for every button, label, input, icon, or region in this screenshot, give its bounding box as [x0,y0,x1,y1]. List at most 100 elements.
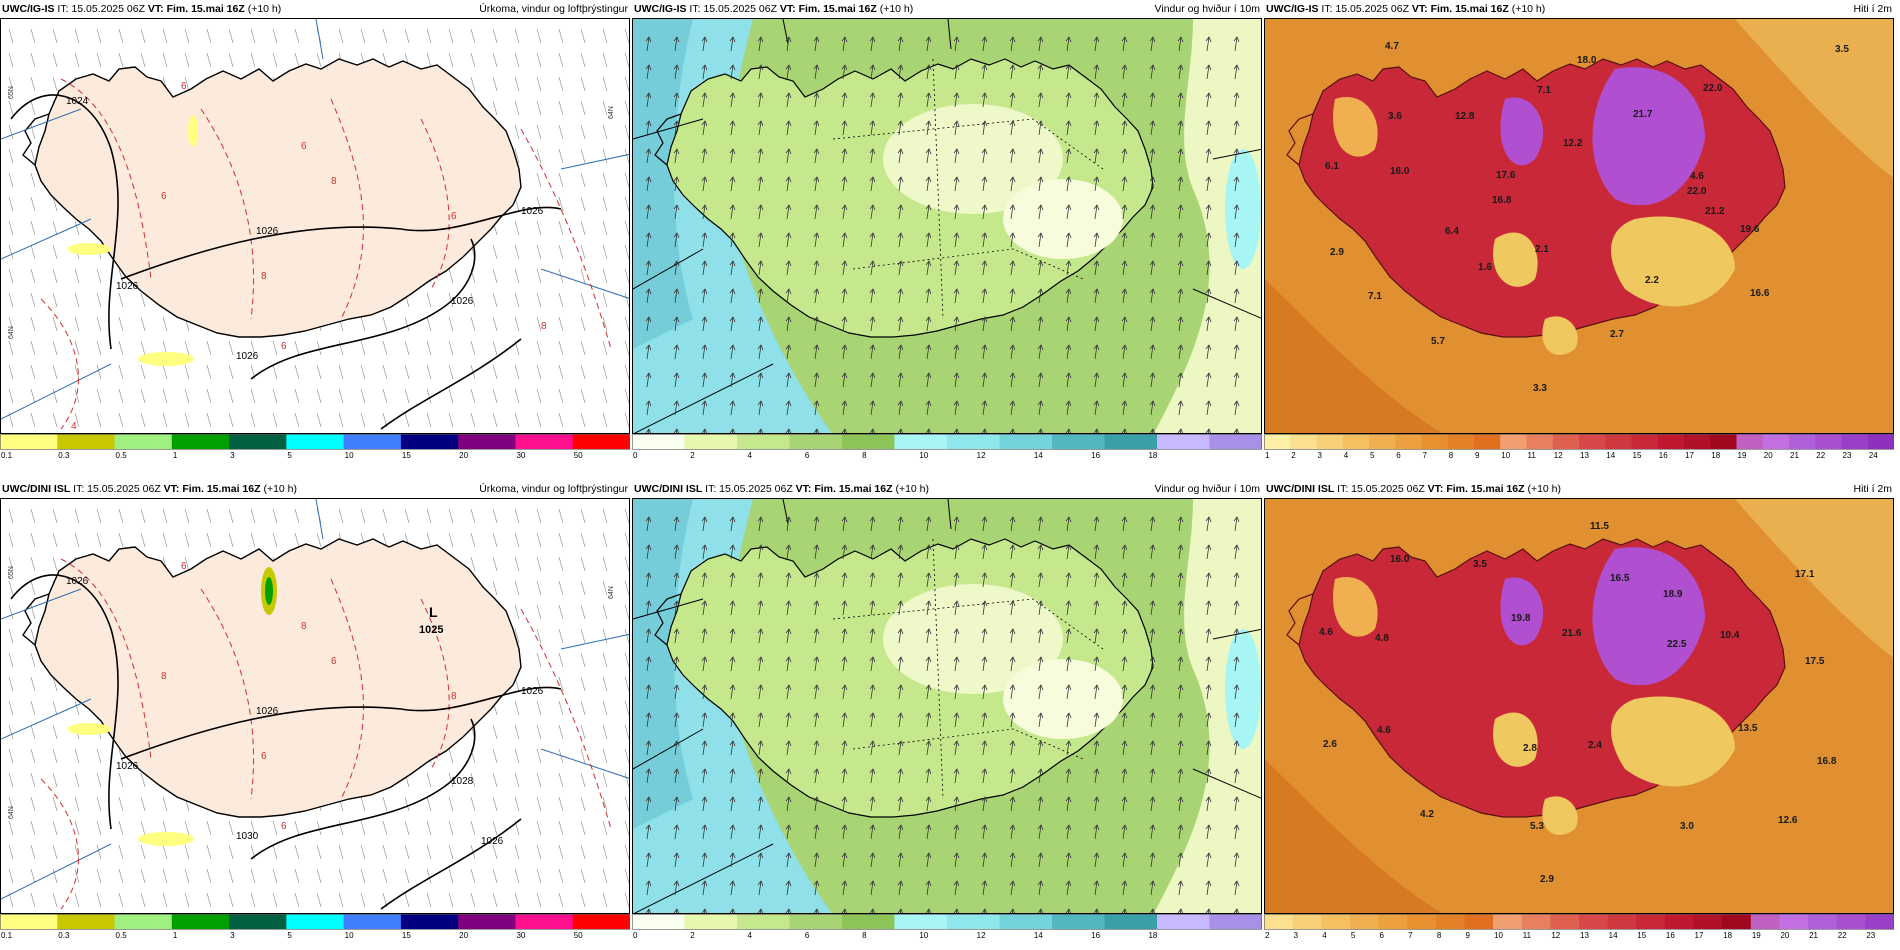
wind-barb [624,292,629,308]
map-area[interactable]: 1026 1026 1026 1026 1028 1030 1026 6 8 6 8 6 6 8 65N 64… [0,498,630,914]
wind-arrow [926,344,930,360]
colorbar-tick-label: 18 [1148,451,1157,460]
wind-barb [294,844,300,860]
colorbar-tick-label: 18 [1711,451,1720,460]
wind-arrow [1010,768,1014,784]
wind-barb [8,172,14,188]
map-area[interactable] [632,498,1262,914]
wind-arrow [954,852,958,868]
colorbar-tick-label: 10 [919,451,928,460]
wind-arrow [1068,908,1070,913]
wind-barb [448,508,454,524]
wind-arrow [1206,712,1210,728]
wind-arrow-head [897,400,904,407]
wind-arrow-head [645,712,652,719]
map-svg[interactable]: 4.7 3.53.6 12.87.118.022.04.621.712.222.06… [1265,19,1894,434]
vt-label: VT: [779,3,799,15]
colorbar-swatch [1693,914,1723,929]
wind-arrow [842,344,846,360]
wind-barb [30,796,36,812]
isobar-label: 1026 [116,761,139,772]
wind-arrow [674,712,678,728]
wind-barb [448,28,454,44]
wind-barb [580,316,586,332]
colorbar-swatch [1550,914,1580,929]
map-area[interactable] [632,18,1262,434]
temperature-value: 6.1 [1325,161,1339,172]
colorbar-swatch [1104,434,1158,449]
wind-arrow-head [645,544,652,551]
wind-arrow [1038,796,1042,812]
wind-arrow [786,288,790,304]
wind-arrow-head [869,824,876,831]
wind-arrow [730,232,734,248]
wind-arrow-head [841,176,848,183]
colorbar-swatch [229,914,287,929]
wind-barb [602,796,608,812]
wind-arrow [870,740,874,756]
wind-arrow [956,908,958,913]
colorbar-swatch [1316,434,1344,449]
temp-area [1735,499,1893,658]
wind-arrow [786,656,790,672]
wind-barb [228,844,234,860]
colorbar-swatch [999,914,1053,929]
wind-arrow-head [953,824,960,831]
colorbar-tick-label: 11 [1528,451,1537,460]
wind-arrow [1038,852,1042,868]
wind-barb [514,580,520,596]
wind-barb [536,532,542,548]
wind-arrow [758,148,762,164]
wind-barb [602,844,608,860]
wind-arrow-head [1233,232,1240,239]
wind-arrow [702,120,706,136]
wind-arrow [1206,204,1210,220]
wind-arrow-head [1121,796,1128,803]
wind-arrow-head [1009,232,1016,239]
map-svg[interactable]: 11.516.0 3.517.116.518.94.64.819.821.622.… [1265,499,1894,914]
wind-barb [492,100,498,116]
wind-arrow-head [1205,372,1212,379]
map-area[interactable]: 11.5 16.0 3.5 17.1 16.5 18.9 4.6 4.8 19.8 21.6 22.… [1264,498,1894,914]
colorbar-svg: 0 2 4 6 8 10 12 14 16 18 [632,434,1262,460]
map-svg[interactable] [633,499,1262,914]
wind-arrow-head [1037,600,1044,607]
wind-barb [272,820,278,836]
low-wind-area [1003,659,1123,739]
wind-arrow-head [981,400,988,407]
isotherm-label: 6 [281,341,287,352]
wind-barb [624,76,629,92]
map-svg[interactable]: 10241026102610261026102666868668465N64N6… [1,19,630,434]
wind-arrow [1066,344,1070,360]
wind-arrow-head [981,36,988,43]
wind-arrow [786,36,790,52]
wind-arrow [1234,316,1238,332]
meridian-line [633,843,774,913]
wind-barb [448,268,454,284]
wind-arrow-head [1065,176,1072,183]
wind-arrow-head [1205,64,1212,71]
map-svg[interactable] [633,19,1262,434]
wind-arrow-head [757,344,764,351]
vt-label: VT: [147,3,167,15]
region-boundary [932,58,944,320]
wind-arrow [1124,908,1126,913]
map-area[interactable]: 1024 1026 1026 1026 1026 1026 6 6 8 6 8 6 6 8 4 65N 64N 6… [0,18,630,434]
wind-arrow-head [813,656,820,663]
map-area[interactable]: 4.7 3.5 3.6 12.8 7.1 18.0 22.0 4.6 21.7 12.2 22.0 6… [1264,18,1894,434]
colorbar-tick-label: 18 [1148,931,1157,940]
wind-arrow-head [1205,908,1212,913]
wind-arrow-head [1065,120,1072,127]
wind-barb [338,820,344,836]
wind-arrow [814,148,818,164]
wind-arrow [1150,148,1154,164]
wind-barb [470,892,476,908]
wind-arrow [954,288,958,304]
wind-barb [558,364,564,380]
colorbar-swatch [684,914,738,929]
wind-barb [228,28,234,44]
wind-arrow [870,712,874,728]
wind-arrow-head [1065,656,1072,663]
wind-arrow-head [841,288,848,295]
